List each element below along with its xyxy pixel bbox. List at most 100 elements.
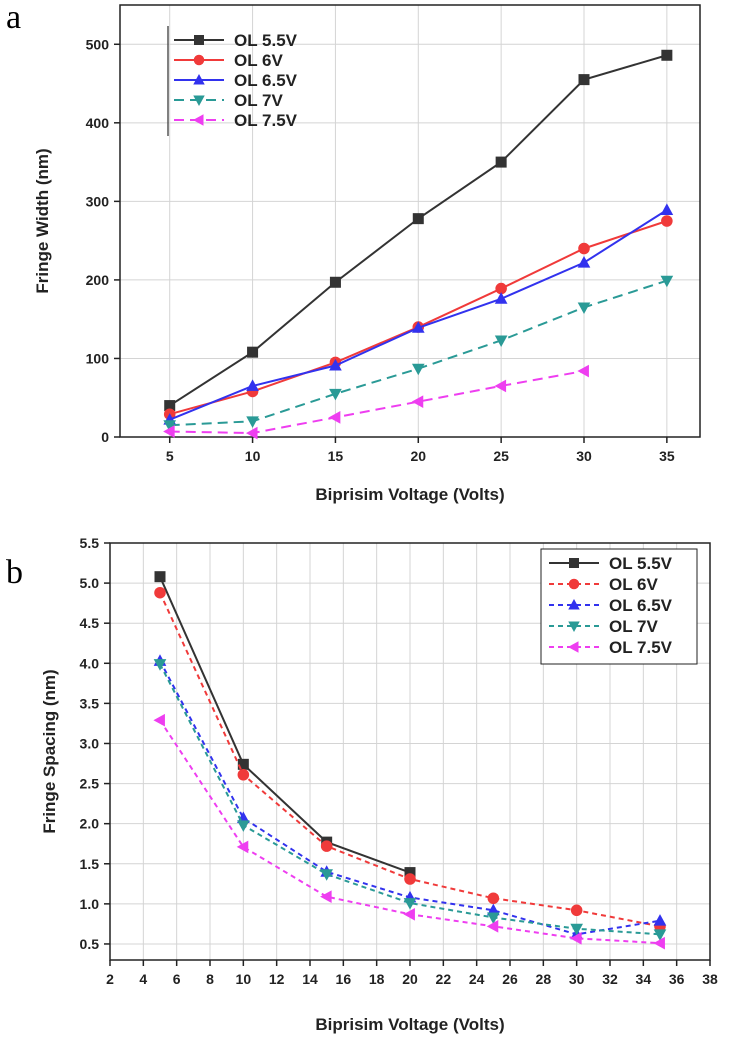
legend-label: OL 7V (234, 91, 283, 110)
x-tick-label: 35 (659, 448, 675, 464)
data-point (245, 426, 258, 440)
series-ol-7-5v (163, 364, 589, 440)
y-tick-label: 1.5 (80, 856, 100, 872)
data-point (494, 379, 507, 393)
x-tick-label: 26 (502, 971, 518, 987)
y-tick-label: 0 (101, 429, 109, 445)
legend-label: OL 7.5V (609, 638, 673, 657)
data-point (403, 907, 415, 921)
data-point (163, 425, 175, 438)
series-ol-7v (163, 275, 674, 432)
data-point (320, 869, 333, 881)
legend-label: OL 6V (609, 575, 658, 594)
y-tick-label: 300 (86, 193, 110, 209)
legend-box (540, 548, 698, 665)
x-tick-label: 28 (536, 971, 552, 987)
data-point (164, 400, 176, 412)
x-tick-label: 22 (436, 971, 452, 987)
legend-marker (193, 114, 204, 126)
series-line (169, 370, 585, 435)
x-tick-label: 10 (245, 448, 261, 464)
data-point (154, 586, 166, 599)
series-ol-7-5v (153, 713, 665, 950)
data-point (329, 388, 342, 401)
data-point (570, 932, 582, 945)
data-point (328, 411, 341, 424)
data-point (577, 256, 591, 268)
x-tick-label: 18 (369, 971, 385, 987)
data-point (570, 923, 583, 936)
series-ol-6v (154, 586, 666, 933)
data-point (236, 840, 249, 854)
data-point (246, 416, 259, 428)
x-tick-label: 20 (402, 971, 418, 987)
x-tick-label: 12 (269, 971, 285, 987)
legend-label: OL 7.5V (234, 111, 298, 130)
data-point (487, 892, 500, 905)
y-tick-label: 5.0 (80, 575, 100, 591)
plot-frame (119, 4, 701, 438)
data-point (577, 302, 591, 314)
x-tick-label: 6 (173, 971, 181, 987)
legend-marker (568, 621, 580, 632)
data-point (320, 890, 332, 903)
x-tick-label: 16 (336, 971, 352, 987)
data-point (237, 758, 249, 770)
data-point (412, 213, 424, 225)
y-tick-label: 3.0 (80, 735, 100, 751)
y-tick-label: 400 (86, 115, 110, 131)
legend-marker (568, 641, 579, 653)
data-point (660, 275, 674, 288)
series-ol-5-5v (164, 49, 673, 412)
data-point (320, 840, 333, 852)
legend-label: OL 6V (234, 51, 283, 70)
data-point (329, 276, 341, 288)
data-point (237, 820, 250, 832)
chart-fringe-spacing: 2 4 6 8 10 12 14 16 18 20 22 24 26 28 30 32 34 36 380.51.0… (40, 535, 718, 1034)
x-tick-label: 30 (576, 448, 592, 464)
y-tick-label: 2.5 (80, 776, 100, 792)
data-point (578, 242, 590, 255)
series-line (159, 576, 411, 874)
series-ol-6-5v (163, 203, 674, 425)
data-point (404, 873, 416, 885)
data-point (329, 358, 342, 371)
x-tick-label: 8 (206, 971, 214, 987)
y-tick-label: 5.5 (80, 535, 100, 551)
data-point (486, 919, 499, 933)
data-point (495, 156, 507, 168)
x-tick-label: 14 (302, 971, 318, 987)
data-point (153, 659, 167, 671)
x-tick-label: 34 (636, 971, 652, 987)
legend-marker (193, 74, 205, 85)
x-tick-label: 15 (328, 448, 344, 464)
chart-fringe-width: 5 10 15 20 25 30 35 0 100 200 300 400 500 Biprisim Vo… (33, 4, 701, 504)
x-tick-label: 32 (602, 971, 618, 987)
y-tick-label: 0.5 (80, 936, 100, 952)
x-tick-label: 5 (166, 448, 174, 464)
data-point (411, 321, 425, 333)
y-tick-label: 4.0 (80, 655, 100, 671)
data-point (660, 203, 674, 215)
legend-label: OL 6.5V (234, 71, 298, 90)
data-point (653, 914, 667, 926)
data-point (246, 379, 259, 391)
data-point (411, 395, 424, 408)
x-tick-label: 4 (139, 971, 147, 987)
legend-marker (568, 578, 580, 590)
legend-label: OL 5.5V (609, 554, 673, 573)
data-point (247, 346, 259, 358)
data-point (411, 363, 425, 376)
x-tick-label: 10 (236, 971, 252, 987)
legend-marker (193, 54, 205, 66)
data-point (154, 571, 166, 583)
x-axis-title: Biprisim Voltage (Volts) (315, 1015, 504, 1034)
data-point (577, 364, 589, 378)
legend-label: OL 7V (609, 617, 658, 636)
y-tick-label: 3.5 (80, 695, 100, 711)
x-tick-label: 25 (493, 448, 509, 464)
x-tick-label: 36 (669, 971, 685, 987)
data-point (661, 49, 673, 61)
legend-label: OL 6.5V (609, 596, 673, 615)
